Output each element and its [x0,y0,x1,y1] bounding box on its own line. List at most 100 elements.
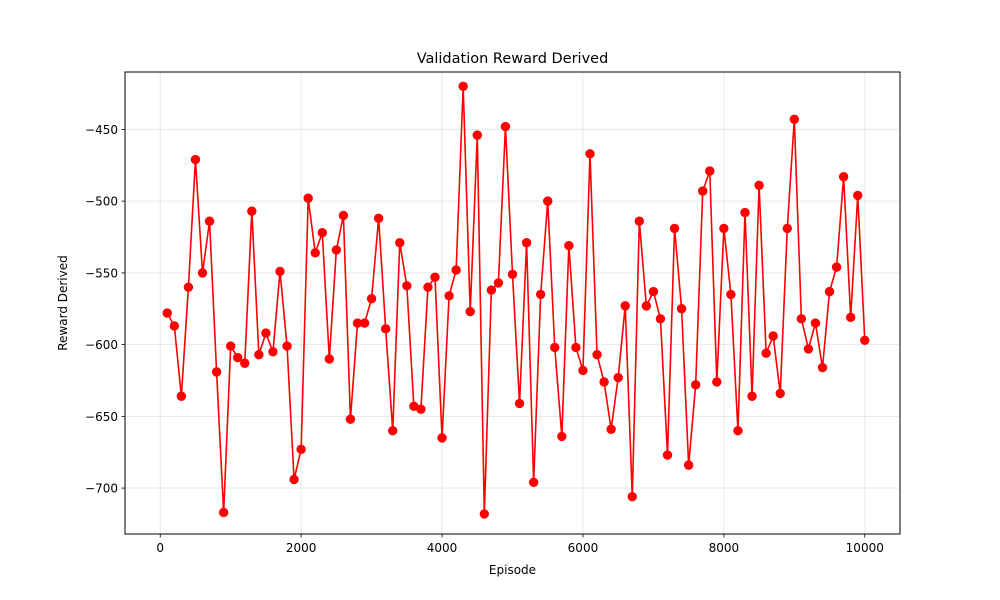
data-point [571,342,581,353]
data-point [268,347,278,357]
data-point [183,282,194,292]
data-point [698,186,708,196]
data-point [726,289,736,300]
data-point [831,262,842,272]
data-point [169,321,180,331]
data-point [810,318,821,328]
data-point [176,391,187,401]
data-point [521,238,532,248]
data-point [261,328,271,338]
data-point [233,352,243,363]
data-point [669,223,680,234]
data-point [761,348,771,358]
data-point [247,206,257,216]
data-point [528,477,539,488]
x-tick-label: 8000 [709,541,740,555]
data-point [747,391,757,401]
data-point [845,312,856,323]
y-axis-label: Reward Derived [56,255,70,351]
y-tick-label: −450 [85,123,118,137]
data-point [634,216,645,226]
data-point [817,362,828,373]
data-point [331,245,342,255]
data-point [705,166,715,176]
data-point [507,269,518,279]
data-point [444,291,454,301]
data-point [289,474,299,485]
x-axis-label: Episode [489,563,536,577]
data-point [733,426,743,436]
y-tick-label: −600 [85,338,118,352]
data-point [423,282,433,292]
data-point [395,238,405,248]
data-point [768,331,778,341]
data-point [430,272,440,282]
data-point [472,130,482,140]
data-point [535,289,546,300]
data-point [860,335,870,345]
data-point [366,294,377,304]
data-point [796,314,807,324]
data-point [803,344,814,354]
data-point [627,492,637,502]
data-point [655,314,666,324]
data-point [578,365,588,376]
data-point [500,121,511,132]
data-point [388,426,398,436]
data-point [606,424,616,434]
series-layer [162,81,870,519]
data-point [564,240,574,251]
data-point [282,341,292,351]
ticks: 0 2000 4000 6000 8000 10000 −700 −650 −600 −550 −5… [85,123,884,555]
y-tick-label: −700 [85,482,118,496]
data-point [557,431,567,442]
data-point [712,377,722,387]
data-point [775,388,785,399]
chart-title: Validation Reward Derived [417,51,609,67]
data-point [824,286,835,297]
data-point [380,324,391,334]
data-point [683,460,694,470]
data-point [479,509,490,519]
data-point [416,404,426,414]
data-point [493,278,504,288]
data-point [338,210,349,221]
data-point [162,308,172,318]
x-tick-label: 4000 [427,541,458,555]
data-point [514,398,525,409]
data-point [543,196,553,206]
x-tick-label: 6000 [568,541,599,555]
y-tick-label: −550 [85,266,118,280]
data-point [225,341,236,351]
data-point [648,286,659,297]
data-point [197,268,208,278]
data-point [345,414,356,424]
data-point [486,285,497,295]
data-point [437,433,447,443]
data-point [359,318,370,328]
data-point [190,154,201,165]
data-point [641,301,652,311]
data-point [662,450,673,460]
data-point [317,228,327,238]
data-point [275,266,285,277]
data-point [719,223,729,234]
data-point [373,213,384,224]
data-point [240,358,250,368]
x-tick-label: 2000 [286,541,317,555]
data-point [402,281,412,291]
x-tick-label: 0 [156,541,164,555]
data-point [451,265,461,275]
data-point [204,216,215,226]
data-point [211,367,222,377]
data-point [853,190,863,201]
data-point [690,380,701,390]
data-point [550,342,560,353]
y-tick-label: −500 [85,195,118,209]
data-point [585,149,595,159]
x-tick-label: 10000 [846,541,884,555]
data-point [324,354,335,364]
data-point [465,306,475,317]
